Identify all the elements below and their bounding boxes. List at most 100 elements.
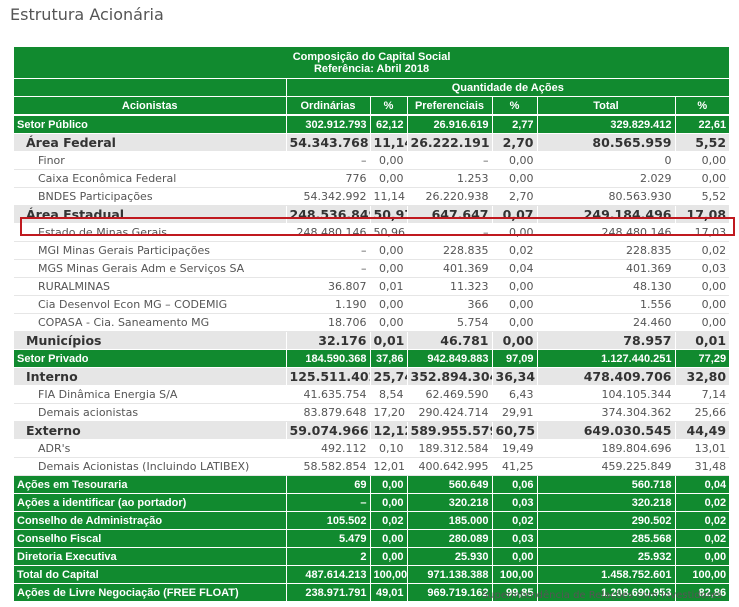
total-value: 0: [537, 151, 676, 170]
total-value: 478.409.706: [537, 367, 676, 386]
preferenciais-value: 185.000: [407, 511, 493, 530]
preferenciais-pct: 0,02: [492, 241, 538, 260]
total-value: 649.030.545: [537, 421, 676, 440]
table-row: Conselho de Administração 105.502 0,02 185.…: [14, 511, 730, 530]
row-label: Cia Desenvol Econ MG – CODEMIG: [14, 295, 287, 314]
ordinarias-value: 32.176: [286, 331, 371, 350]
ordinarias-pct: 11,14: [370, 133, 408, 152]
ordinarias-pct: 0,00: [370, 547, 408, 566]
ordinarias-pct: 12,12: [370, 421, 408, 440]
col-header-ordinarias: Ordinárias: [286, 96, 371, 116]
total-pct: 0,02: [675, 493, 730, 512]
preferenciais-pct: 2,70: [492, 133, 538, 152]
ordinarias-value: 2: [286, 547, 371, 566]
preferenciais-pct: 60,75: [492, 421, 538, 440]
table-caption-row: Composição do Capital Social Referência:…: [14, 47, 730, 79]
preferenciais-pct: 0,00: [492, 295, 538, 314]
total-pct: 32,80: [675, 367, 730, 386]
row-label: ADR's: [14, 439, 287, 458]
total-pct: 0,00: [675, 295, 730, 314]
table-row: RURALMINAS 36.807 0,01 11.323 0,00 48.130 0,00: [14, 277, 730, 296]
caption-reference: Referência: Abril 2018: [313, 62, 430, 75]
row-label: Ações a identificar (ao portador): [14, 493, 287, 512]
row-label: FIA Dinâmica Energia S/A: [14, 385, 287, 404]
total-value: 228.835: [537, 241, 676, 260]
table-row: Externo59.074.96612,12589.955.57960,7564…: [14, 421, 730, 440]
preferenciais-value: 290.424.714: [407, 403, 493, 422]
row-label: Ações em Tesouraria: [14, 475, 287, 494]
total-value: 1.458.752.601: [537, 565, 676, 584]
total-value: 48.130: [537, 277, 676, 296]
preferenciais-value: 26.916.619: [407, 115, 493, 134]
preferenciais-pct: 99,85: [492, 583, 538, 602]
row-label: Setor Privado: [14, 349, 287, 368]
total-value: 329.829.412: [537, 115, 676, 134]
preferenciais-value: 401.369: [407, 259, 493, 278]
total-value: 459.225.849: [537, 457, 676, 476]
total-pct: 5,52: [675, 133, 730, 152]
table-row: Cia Desenvol Econ MG – CODEMIG 1.190 0,00 3…: [14, 295, 730, 314]
table-caption: Composição do Capital Social Referência:…: [14, 47, 730, 79]
row-label: Conselho Fiscal: [14, 529, 287, 548]
row-label: Diretoria Executiva: [14, 547, 287, 566]
ordinarias-value: 125.511.402: [286, 367, 371, 386]
total-pct: 0,00: [675, 547, 730, 566]
col-header-acionistas: Acionistas: [14, 96, 287, 116]
preferenciais-value: 5.754: [407, 313, 493, 332]
total-pct: 0,01: [675, 331, 730, 350]
row-label: RURALMINAS: [14, 277, 287, 296]
total-pct: 77,29: [675, 349, 730, 368]
row-label: MGS Minas Gerais Adm e Serviços SA: [14, 259, 287, 278]
table-row: ADR's 492.112 0,10 189.312.584 19,49 189.804.…: [14, 439, 730, 458]
ordinarias-value: –: [286, 241, 371, 260]
total-value: 401.369: [537, 259, 676, 278]
ordinarias-pct: 25,74: [370, 367, 408, 386]
table-row: Caixa Econômica Federal 776 0,00 1.253 0,00 2…: [14, 169, 730, 188]
row-label: COPASA - Cia. Saneamento MG: [14, 313, 287, 332]
preferenciais-value: –: [407, 151, 493, 170]
ordinarias-pct: 0,01: [370, 331, 408, 350]
table-row: Setor Público 302.912.793 62,12 26.916.619 2…: [14, 115, 730, 134]
preferenciais-pct: 41,25: [492, 457, 538, 476]
preferenciais-value: 560.649: [407, 475, 493, 494]
preferenciais-pct: 0,03: [492, 493, 538, 512]
preferenciais-pct: 0,06: [492, 475, 538, 494]
row-label: MGI Minas Gerais Participações: [14, 241, 287, 260]
highlight-box: [20, 217, 735, 236]
total-value: 374.304.362: [537, 403, 676, 422]
table-row: Área Federal54.343.76811,1426.222.1912,7…: [14, 133, 730, 152]
total-pct: 25,66: [675, 403, 730, 422]
total-value: 104.105.344: [537, 385, 676, 404]
ordinarias-value: 105.502: [286, 511, 371, 530]
preferenciais-pct: 0,00: [492, 223, 538, 242]
shareholder-structure-table: Composição do Capital Social Referência:…: [14, 47, 730, 602]
row-label: Total do Capital: [14, 565, 287, 584]
preferenciais-value: 11.323: [407, 277, 493, 296]
table-body: Setor Público 302.912.793 62,12 26.916.619 2…: [14, 115, 730, 602]
table-row: Ações em Tesouraria 69 0,00 560.649 0,06 560.…: [14, 475, 730, 494]
ordinarias-pct: 8,54: [370, 385, 408, 404]
table-row: COPASA - Cia. Saneamento MG 18.706 0,00 5.7…: [14, 313, 730, 332]
ordinarias-value: –: [286, 151, 371, 170]
preferenciais-pct: 0,04: [492, 259, 538, 278]
ordinarias-pct: 17,20: [370, 403, 408, 422]
col-header-pct-preferenciais: %: [492, 96, 538, 116]
total-value: 78.957: [537, 331, 676, 350]
preferenciais-value: 366: [407, 295, 493, 314]
table-row: BNDES Participações 54.342.992 11,14 26.220…: [14, 187, 730, 206]
preferenciais-value: 1.253: [407, 169, 493, 188]
group-header: Quantidade de Ações: [286, 78, 730, 97]
preferenciais-pct: 0,00: [492, 331, 538, 350]
table-row: Demais acionistas 83.879.648 17,20 290.424.…: [14, 403, 730, 422]
table-row: Ações de Livre Negociação (FREE FLOAT) 23…: [14, 583, 730, 602]
total-pct: 0,02: [675, 511, 730, 530]
ordinarias-pct: 11,14: [370, 187, 408, 206]
row-label: Demais Acionistas (Incluindo LATIBEX): [14, 457, 287, 476]
total-value: 290.502: [537, 511, 676, 530]
ordinarias-value: 54.343.768: [286, 133, 371, 152]
total-value: 285.568: [537, 529, 676, 548]
preferenciais-value: 942.849.883: [407, 349, 493, 368]
group-header-row: Quantidade de Ações: [14, 78, 730, 97]
preferenciais-pct: 2,77: [492, 115, 538, 134]
table-row: MGI Minas Gerais Participações –0,00 228.8…: [14, 241, 730, 260]
